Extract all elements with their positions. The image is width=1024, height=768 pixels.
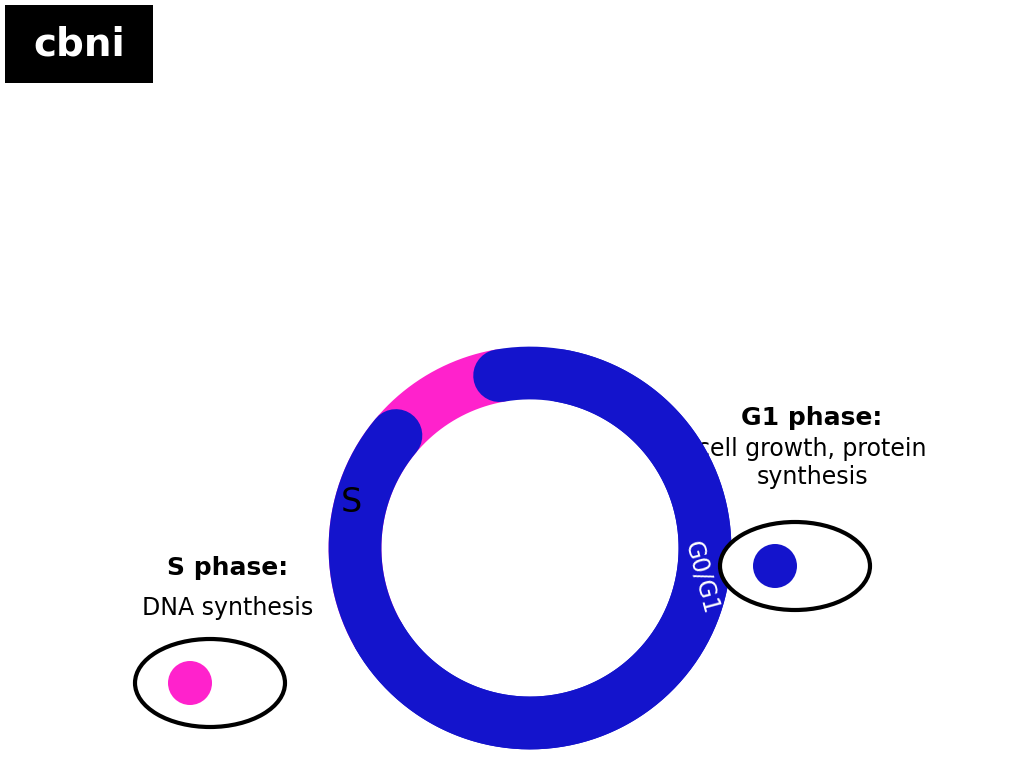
Text: cbni: cbni [33, 25, 125, 63]
Text: cell growth, protein
synthesis: cell growth, protein synthesis [697, 437, 927, 489]
Text: UCD: UCD [955, 51, 985, 65]
Text: DUBLIN: DUBLIN [951, 68, 988, 78]
Text: S phase:: S phase: [168, 556, 289, 580]
Text: DNA synthesis: DNA synthesis [142, 596, 313, 620]
Text: Cell Cycle: Cell Cycle [429, 29, 595, 58]
Ellipse shape [720, 522, 870, 610]
Text: G1 phase:: G1 phase: [741, 406, 883, 430]
Circle shape [168, 661, 212, 705]
Text: S: S [340, 486, 361, 519]
Text: G0/G1: G0/G1 [680, 539, 723, 617]
Bar [5, 5, 153, 83]
Circle shape [753, 544, 797, 588]
Ellipse shape [135, 639, 285, 727]
